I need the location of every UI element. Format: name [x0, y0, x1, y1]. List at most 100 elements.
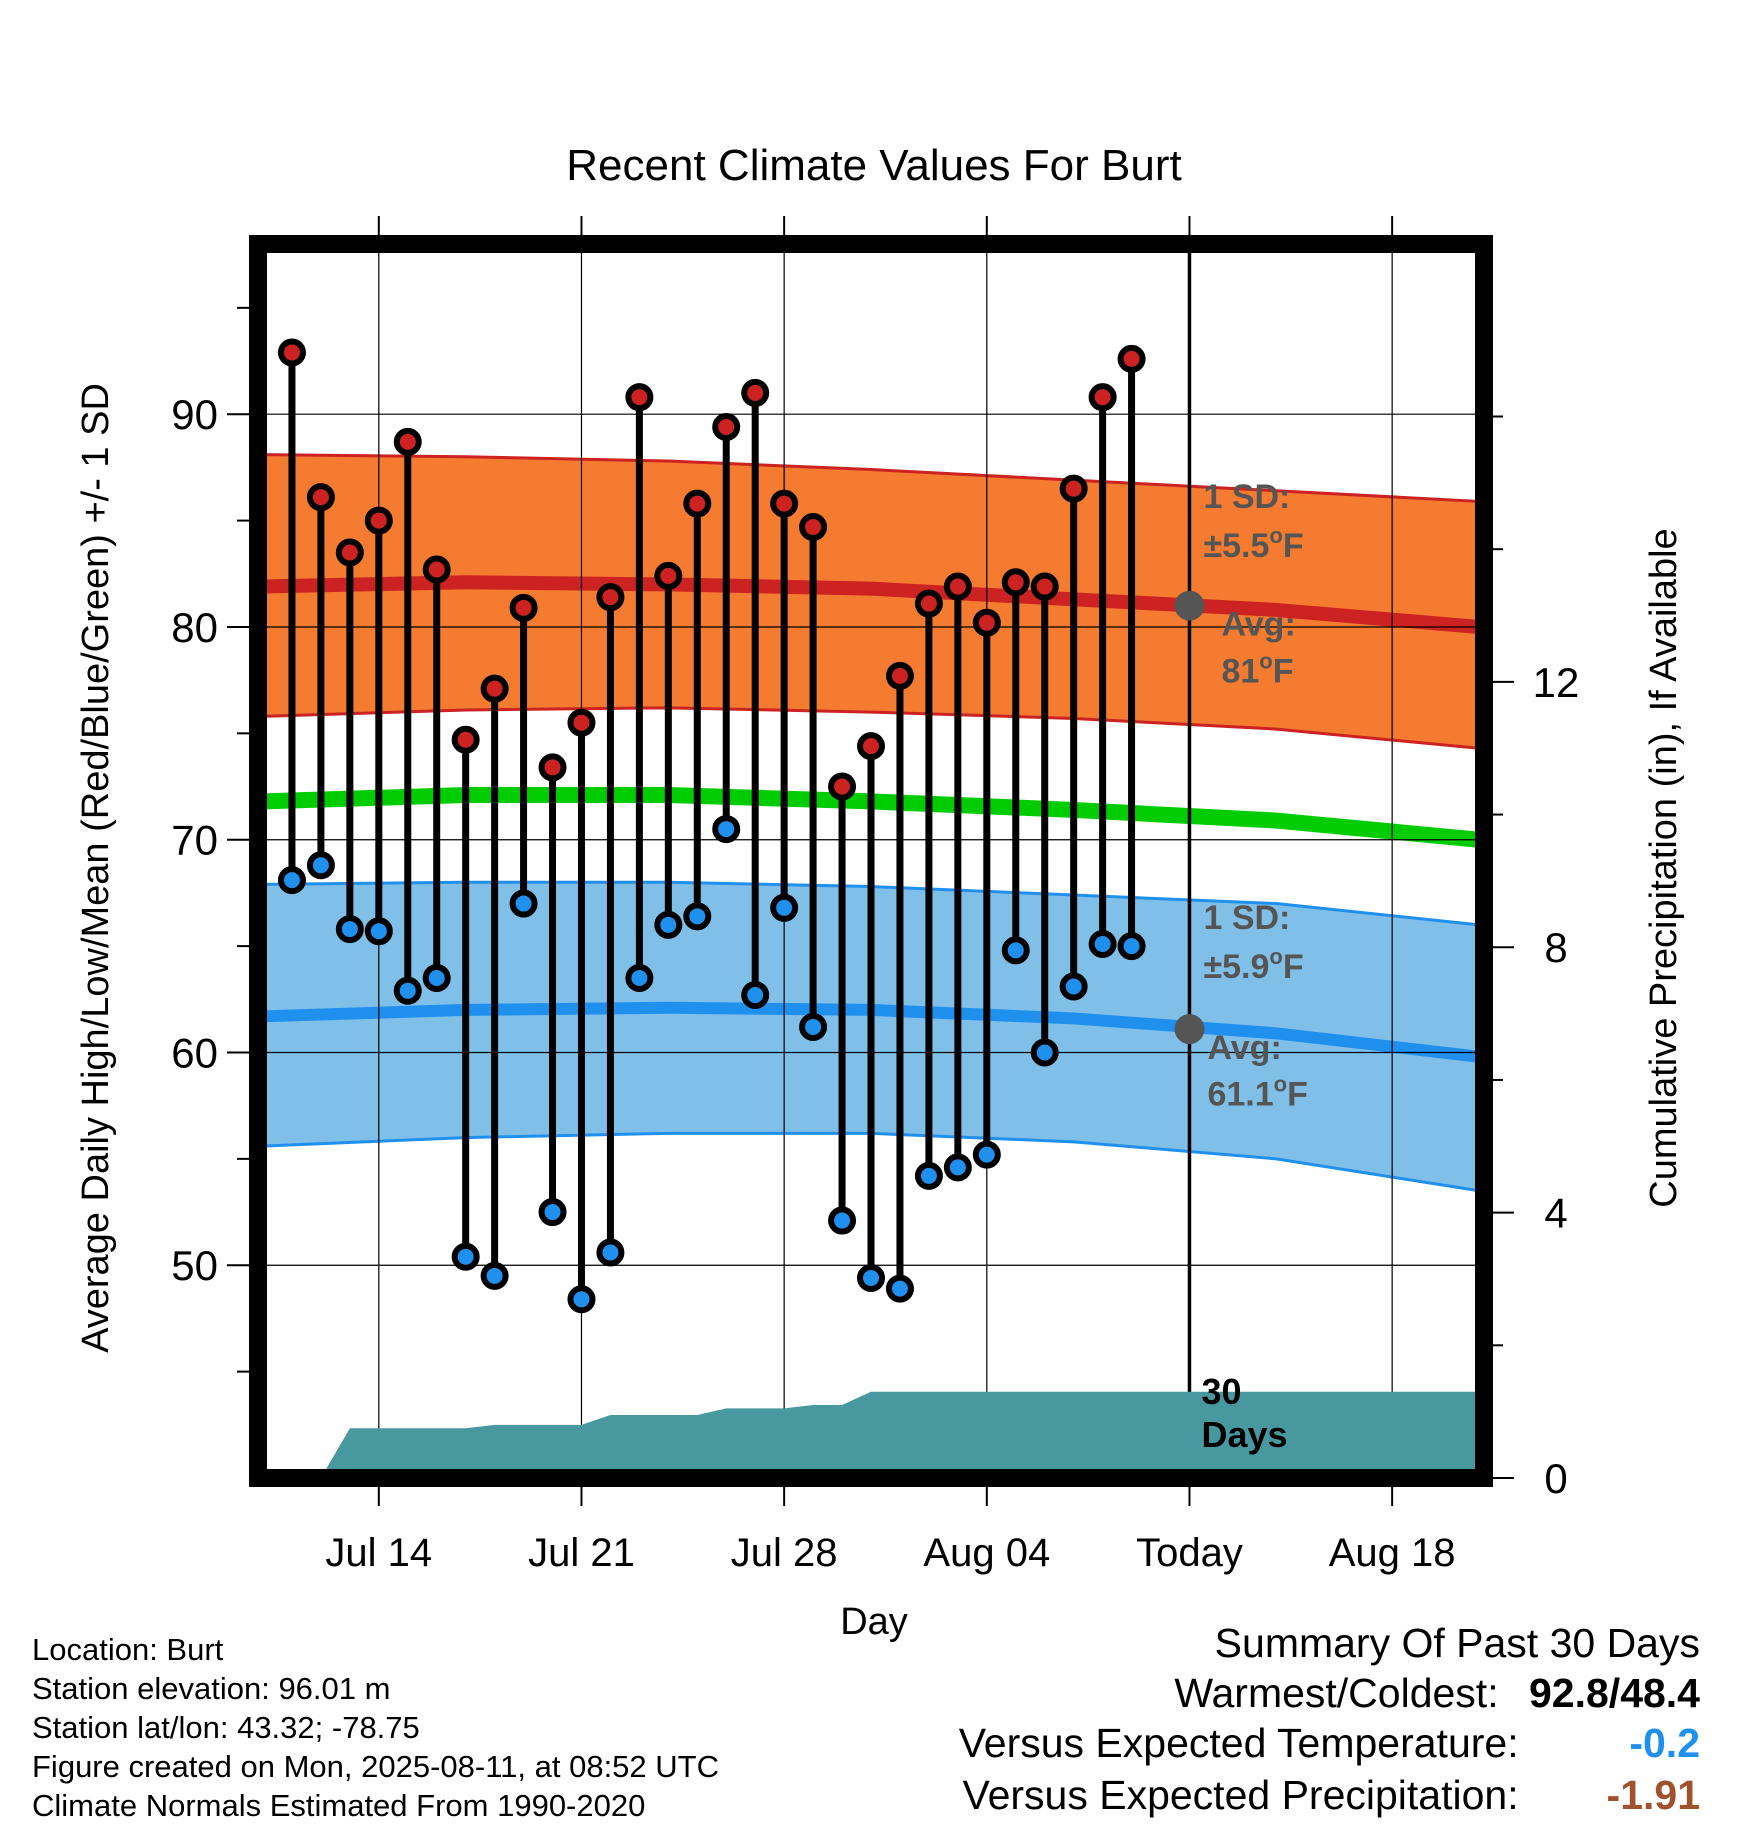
daily-high-point	[1030, 572, 1059, 601]
station-info: Location: Burt Station elevation: 96.01 …	[32, 1630, 719, 1825]
precip-area	[291, 1391, 1479, 1478]
latlon-text: Station lat/lon: 43.32; -78.75	[32, 1710, 420, 1745]
daily-low-point	[509, 889, 538, 918]
y2-tick-label: 0	[1544, 1455, 1567, 1502]
daily-low-point	[277, 866, 306, 895]
x-tick-label: Jul 28	[731, 1531, 838, 1575]
daily-high-point	[741, 378, 770, 407]
daily-high-point	[654, 561, 683, 590]
daily-low-point	[1001, 936, 1030, 965]
elevation-text: Station elevation: 96.01 m	[32, 1671, 391, 1706]
daily-high-point	[451, 725, 480, 754]
plot-content: 1 SD: ±5.5oF Avg: 81oF 1 SD: ±5.9oF Avg: 61.1oF…	[258, 244, 1484, 1478]
daily-low-point	[480, 1261, 509, 1290]
precip-period-label: 30	[1201, 1371, 1241, 1412]
daily-low-point	[1088, 929, 1117, 958]
daily-high-point	[480, 674, 509, 703]
daily-low-point	[857, 1264, 885, 1293]
temp-anomaly-label: Versus Expected Temperature:	[958, 1720, 1519, 1766]
daily-high-point	[1059, 474, 1088, 503]
daily-low-point	[914, 1161, 943, 1190]
daily-high-point	[712, 412, 741, 441]
warm-cold-value: 92.8/48.4	[1529, 1670, 1700, 1716]
daily-low-point	[654, 910, 683, 939]
avg-high-line	[262, 575, 1480, 634]
warm-cold-label: Warmest/Coldest:	[1174, 1670, 1499, 1716]
precip-anomaly-label: Versus Expected Precipitation:	[962, 1772, 1519, 1818]
daily-low-point	[335, 915, 364, 944]
summary-title: Summary Of Past 30 Days	[1214, 1620, 1700, 1666]
daily-high-point	[857, 732, 885, 761]
daily-high-point	[914, 589, 943, 618]
daily-high-point	[828, 772, 857, 801]
daily-high-point	[625, 383, 654, 412]
warm-cold-row: Warmest/Coldest: 92.8/48.4	[959, 1670, 1700, 1720]
daily-high-point	[538, 753, 567, 782]
daily-high-point	[770, 489, 799, 518]
daily-high-point	[885, 661, 914, 690]
normals-text: Climate Normals Estimated From 1990-2020	[32, 1788, 646, 1823]
daily-low-point	[1117, 932, 1146, 961]
daily-low-point	[799, 1012, 828, 1041]
daily-high-point	[509, 593, 538, 622]
daily-high-point	[364, 506, 393, 535]
daily-high-point	[943, 572, 972, 601]
y-tick-label: 50	[171, 1242, 218, 1289]
daily-low-point	[306, 851, 335, 880]
daily-high-point	[306, 483, 335, 512]
daily-low-point	[596, 1238, 625, 1267]
daily-low-point	[683, 902, 712, 931]
high-sd-value: ±5.5oF	[1203, 523, 1303, 565]
daily-low-point	[625, 964, 654, 993]
temp-anomaly-row: Versus Expected Temperature: -0.2	[959, 1720, 1700, 1772]
daily-low-point	[393, 976, 422, 1005]
low-avg-label: Avg:	[1207, 1029, 1281, 1067]
daily-low-point	[538, 1198, 567, 1227]
daily-high-point	[1001, 568, 1030, 597]
today-avg-low-marker	[1174, 1014, 1205, 1045]
daily-high-point	[422, 555, 451, 584]
y-tick-label: 80	[171, 604, 218, 651]
daily-high-point	[1117, 344, 1146, 373]
daily-high-point	[1088, 383, 1117, 412]
x-tick-label: Aug 04	[923, 1531, 1050, 1575]
daily-low-point	[1030, 1038, 1059, 1067]
y2-tick-label: 8	[1544, 924, 1567, 971]
high-avg-label: Avg:	[1221, 605, 1295, 643]
daily-low-point	[567, 1285, 596, 1314]
daily-high-point	[596, 583, 625, 612]
precip-anomaly-row: Versus Expected Precipitation: -1.91	[959, 1772, 1701, 1822]
daily-high-point	[683, 489, 712, 518]
x-tick-label: Jul 21	[528, 1531, 635, 1575]
high-sd-upper-line	[262, 453, 1480, 503]
daily-high-point	[277, 338, 306, 367]
y-tick-label: 60	[171, 1029, 218, 1076]
high-sd-band	[263, 454, 1479, 749]
location-text: Location: Burt	[32, 1632, 224, 1667]
x-tick-label: Today	[1136, 1531, 1243, 1575]
high-sd-lower-line	[262, 706, 1480, 750]
daily-high-point	[799, 512, 828, 541]
daily-low-point	[712, 815, 741, 844]
chart-title: Recent Climate Values For Burt	[566, 141, 1181, 190]
daily-low-point	[364, 917, 393, 946]
daily-low-point	[885, 1274, 914, 1303]
daily-low-point	[828, 1206, 857, 1235]
daily-low-point	[770, 893, 799, 922]
plot-frame	[249, 235, 1493, 1487]
x-tick-label: Jul 14	[325, 1531, 432, 1575]
daily-high-point	[335, 538, 364, 567]
y-tick-label: 90	[171, 391, 218, 438]
high-avg-value: 81oF	[1221, 648, 1293, 690]
daily-high-point	[972, 608, 1001, 637]
daily-low-point	[422, 964, 451, 993]
x-axis-label: Day	[840, 1601, 908, 1643]
daily-low-point	[943, 1153, 972, 1182]
y2-tick-label: 12	[1533, 659, 1580, 706]
y-tick-label: 70	[171, 817, 218, 864]
daily-low-point	[451, 1242, 480, 1271]
y2-tick-label: 4	[1544, 1190, 1567, 1237]
summary-panel: Summary Of Past 30 Days Warmest/Coldest:…	[959, 1620, 1700, 1822]
high-sd-label: 1 SD:	[1203, 478, 1290, 516]
